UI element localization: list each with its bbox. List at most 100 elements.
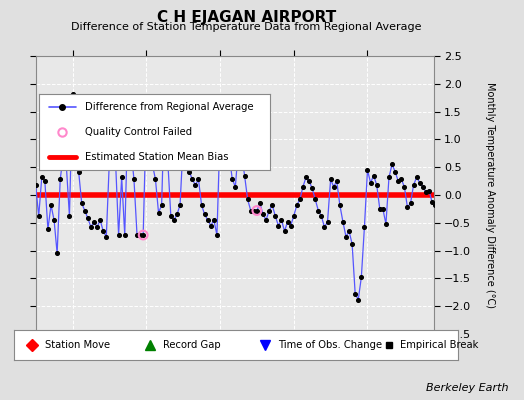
Point — [231, 184, 239, 190]
Point — [114, 232, 123, 238]
Point — [416, 180, 424, 186]
Text: Difference from Regional Average: Difference from Regional Average — [85, 102, 254, 112]
Point — [425, 187, 433, 194]
Point — [246, 207, 255, 214]
Point — [422, 189, 430, 196]
Point — [287, 222, 295, 229]
Point — [412, 174, 421, 180]
Point — [41, 178, 49, 184]
Point — [265, 207, 274, 214]
Point — [381, 221, 390, 227]
Text: Quality Control Failed: Quality Control Failed — [85, 127, 192, 137]
Point — [296, 196, 304, 203]
Point — [256, 200, 264, 206]
Point — [56, 176, 64, 183]
Point — [357, 274, 366, 280]
Point — [225, 152, 233, 158]
Point — [419, 184, 427, 190]
Point — [428, 198, 436, 205]
Point — [268, 202, 277, 208]
Point — [133, 232, 141, 238]
Point — [271, 213, 279, 219]
Point — [434, 207, 442, 214]
Point — [173, 211, 181, 218]
Point — [314, 207, 322, 214]
Point — [363, 167, 372, 173]
Text: Time of Obs. Change: Time of Obs. Change — [278, 340, 383, 350]
Text: Difference of Station Temperature Data from Regional Average: Difference of Station Temperature Data f… — [71, 22, 421, 32]
Point — [84, 215, 92, 222]
Point — [376, 206, 384, 212]
Point — [182, 161, 190, 168]
Point — [403, 204, 412, 210]
Point — [216, 130, 224, 136]
Point — [351, 291, 359, 297]
Point — [62, 163, 71, 169]
Point — [342, 234, 350, 240]
Point — [78, 200, 86, 206]
Point — [290, 213, 298, 219]
Text: Record Gap: Record Gap — [163, 340, 221, 350]
Point — [198, 202, 206, 208]
Point — [163, 157, 172, 164]
Point — [388, 161, 396, 168]
Point — [391, 168, 399, 175]
Point — [397, 176, 406, 183]
Point — [59, 152, 68, 158]
Point — [38, 174, 46, 180]
Text: C H EJAGAN AIRPORT: C H EJAGAN AIRPORT — [157, 10, 336, 25]
Point — [191, 182, 200, 188]
Point — [330, 184, 338, 190]
Point — [201, 211, 209, 218]
Point — [188, 176, 196, 183]
Point — [160, 96, 169, 102]
Point — [379, 206, 387, 212]
Point — [124, 115, 132, 122]
Point — [385, 174, 393, 180]
Point — [151, 176, 160, 183]
Point — [262, 217, 270, 223]
Point — [206, 222, 215, 229]
Point — [360, 224, 368, 230]
Point — [317, 213, 325, 219]
Point — [102, 234, 111, 240]
Point — [400, 184, 409, 190]
Point — [130, 176, 138, 183]
Point — [43, 226, 52, 233]
Point — [53, 250, 61, 256]
Point — [348, 241, 356, 247]
Point — [87, 224, 95, 230]
Point — [259, 211, 267, 218]
Point — [117, 174, 126, 180]
Point — [68, 91, 77, 97]
Point — [311, 196, 320, 203]
Point — [373, 182, 381, 188]
Point — [366, 180, 375, 186]
Point — [142, 111, 150, 118]
Point — [277, 217, 286, 223]
Point — [167, 213, 175, 219]
Point — [194, 176, 203, 183]
Text: Berkeley Earth: Berkeley Earth — [426, 383, 508, 393]
Point — [108, 152, 117, 158]
Point — [283, 218, 292, 225]
Point — [280, 228, 289, 234]
Point — [176, 202, 184, 208]
Point — [406, 200, 414, 206]
Point — [237, 150, 246, 156]
Point — [326, 176, 335, 183]
Point — [345, 228, 353, 234]
Point — [308, 185, 316, 192]
Point — [157, 202, 166, 208]
Point — [31, 182, 40, 188]
Point — [90, 218, 98, 225]
Text: Empirical Break: Empirical Break — [400, 340, 478, 350]
Point — [274, 222, 282, 229]
Point — [47, 202, 55, 208]
Point — [339, 218, 347, 225]
Text: Estimated Station Mean Bias: Estimated Station Mean Bias — [85, 152, 229, 162]
Point — [369, 172, 378, 179]
Point — [96, 217, 104, 223]
Point — [50, 217, 58, 223]
Point — [210, 217, 218, 223]
